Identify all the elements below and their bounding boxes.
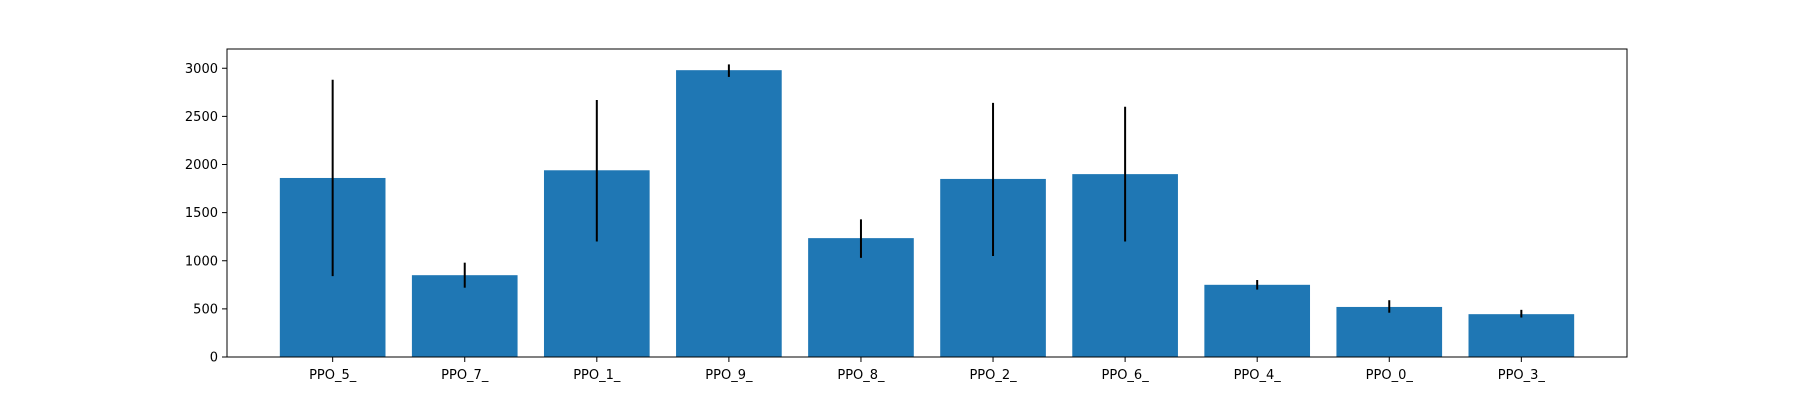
error-bars-group: [331, 64, 1523, 318]
bar: [676, 70, 782, 358]
x-tick-label: PPO_1_: [573, 368, 621, 383]
y-tick-label: 3000: [185, 62, 218, 77]
y-tick-label: 500: [193, 302, 218, 317]
x-axis: PPO_5_ PPO_7_ PPO_1_ PPO_9_ PPO_8_ PPO_2_ PPO_…: [309, 357, 1545, 383]
bar: [1204, 284, 1311, 357]
y-tick-label: 1000: [185, 254, 218, 269]
y-axis: 0 500 1000 1500 2000 2500 3000: [185, 62, 227, 366]
y-tick-label: 1500: [185, 206, 218, 221]
y-tick-label: 2500: [185, 110, 218, 125]
x-tick-label: PPO_2_: [969, 368, 1017, 383]
bars-group: [279, 70, 1575, 358]
x-tick-label: PPO_4_: [1234, 368, 1282, 383]
x-tick-label: PPO_3_: [1498, 368, 1546, 383]
y-tick-label: 0: [210, 351, 218, 366]
x-tick-label: PPO_9_: [705, 368, 753, 383]
x-tick-label: PPO_7_: [441, 368, 489, 383]
bar: [808, 238, 914, 357]
x-tick-label: PPO_8_: [837, 368, 885, 383]
x-tick-label: PPO_0_: [1366, 368, 1414, 383]
x-tick-label: PPO_6_: [1102, 368, 1150, 383]
y-tick-label: 2000: [185, 158, 218, 173]
bar: [411, 275, 518, 357]
x-tick-label: PPO_5_: [309, 368, 357, 383]
plot-frame: [226, 48, 1628, 358]
bar: [1336, 306, 1443, 357]
bar: [1468, 314, 1575, 357]
